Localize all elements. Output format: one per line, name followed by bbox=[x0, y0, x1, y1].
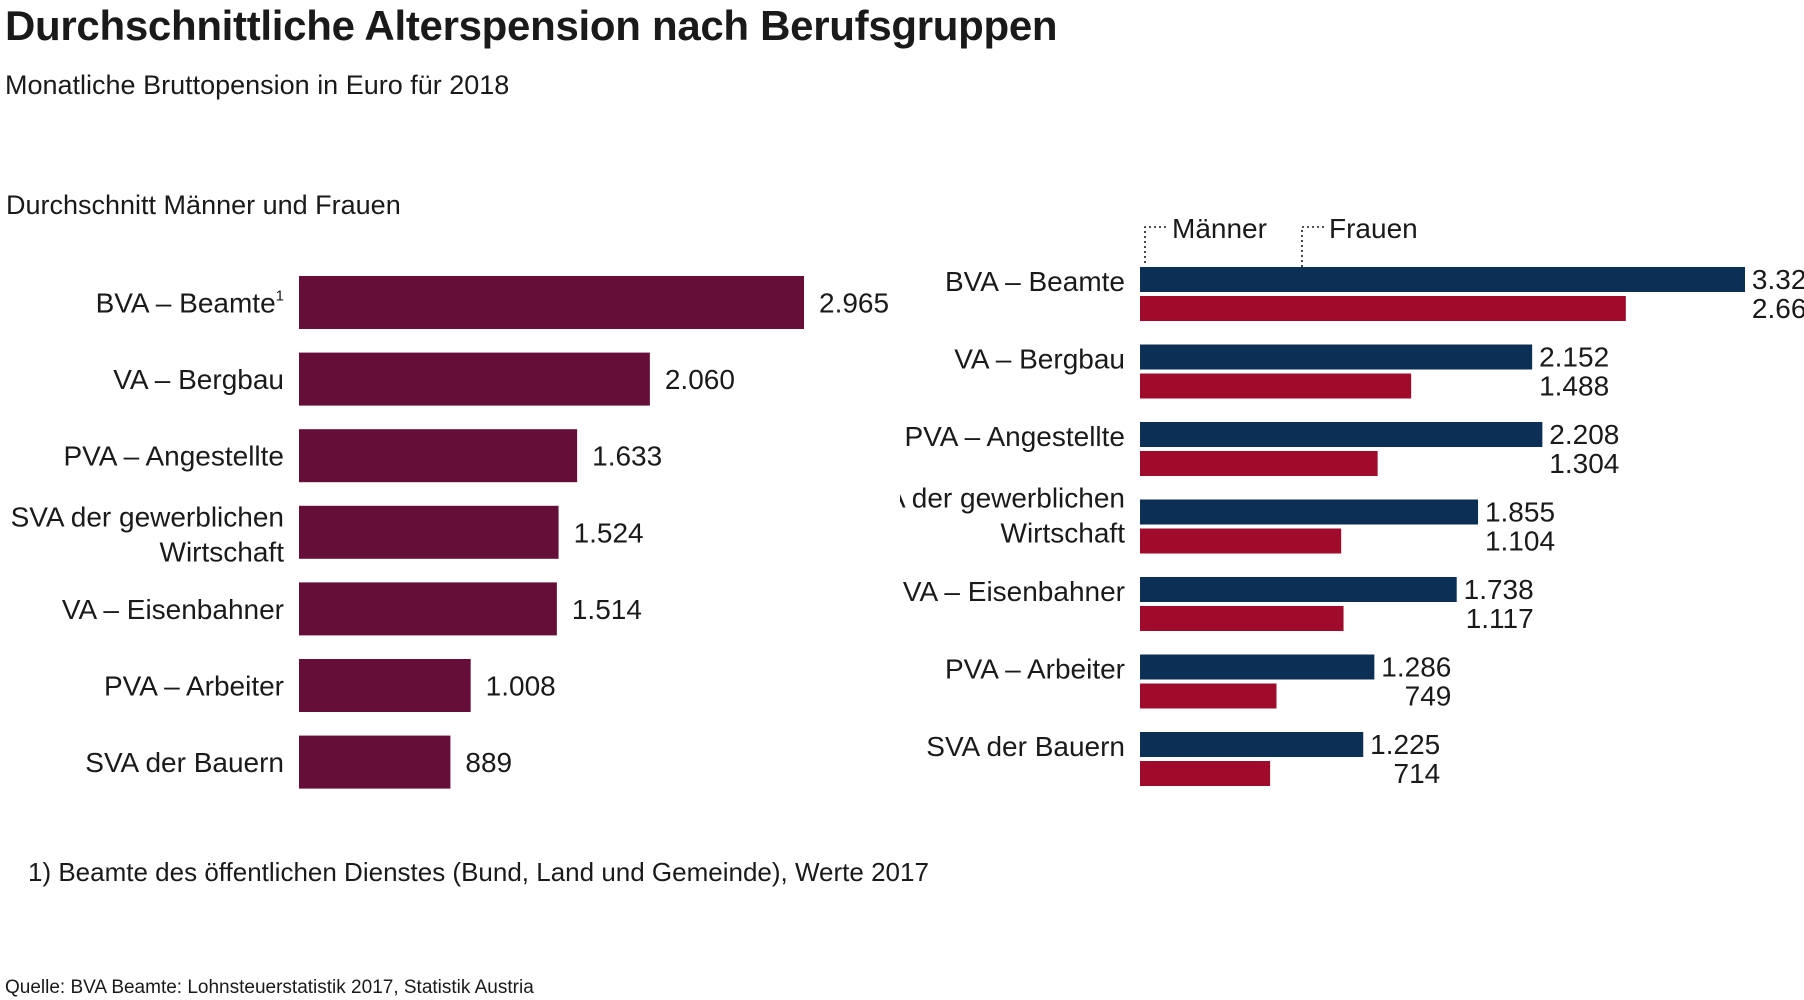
average-bar-cat-6 bbox=[299, 735, 451, 789]
average-category-label-cat-6: SVA der Bauern bbox=[85, 747, 284, 778]
average-category-label-cat-3-line2: Wirtschaft bbox=[160, 536, 285, 567]
gender-category-label-cat-1: VA – Bergbau bbox=[954, 344, 1125, 375]
men-value-label-cat-2: 2.208 bbox=[1549, 419, 1619, 450]
men-value-label-cat-0: 3.320 bbox=[1752, 264, 1804, 295]
women-bar-cat-3 bbox=[1140, 528, 1342, 554]
legend: Männer Frauen bbox=[1144, 213, 1418, 292]
average-category-label-cat-3: SVA der gewerblichen bbox=[11, 501, 284, 532]
footnote-marker: 1 bbox=[276, 288, 284, 305]
average-value-label-cat-4: 1.514 bbox=[572, 594, 642, 625]
men-bar-cat-2 bbox=[1140, 422, 1543, 447]
women-bar-cat-0 bbox=[1140, 296, 1626, 321]
average-category-label-cat-1: VA – Bergbau bbox=[113, 364, 284, 395]
women-value-label-cat-0: 2.666 bbox=[1752, 293, 1804, 324]
gender-category-label-cat-0: BVA – Beamte bbox=[945, 266, 1125, 297]
average-bar-cat-1 bbox=[299, 352, 650, 406]
average-category-label-cat-0: BVA – Beamte1 bbox=[96, 288, 284, 319]
average-bar-cat-3 bbox=[299, 505, 559, 559]
average-bar-cat-5 bbox=[299, 659, 471, 712]
legend-pointer-0 bbox=[1144, 226, 1167, 263]
men-bar-cat-3 bbox=[1140, 499, 1479, 525]
women-bar-cat-4 bbox=[1140, 606, 1344, 631]
average-bar-cat-0 bbox=[299, 276, 804, 329]
men-bar-cat-6 bbox=[1140, 732, 1364, 757]
average-value-label-cat-6: 889 bbox=[465, 747, 512, 778]
women-value-label-cat-3: 1.104 bbox=[1485, 526, 1555, 557]
gender-category-label-cat-3: SVA der gewerblichen bbox=[900, 483, 1125, 514]
gender-category-label-cat-4: VA – Eisenbahner bbox=[903, 576, 1125, 607]
average-value-label-cat-2: 1.633 bbox=[592, 441, 662, 472]
men-value-label-cat-5: 1.286 bbox=[1381, 652, 1451, 683]
women-value-label-cat-6: 714 bbox=[1394, 758, 1441, 789]
legend-label-1: Frauen bbox=[1329, 213, 1418, 244]
average-value-label-cat-1: 2.060 bbox=[665, 364, 735, 395]
gender-category-label-cat-2: PVA – Angestellte bbox=[904, 421, 1125, 452]
source-note: Quelle: BVA Beamte: Lohnsteuerstatistik … bbox=[5, 977, 534, 998]
women-value-label-cat-5: 749 bbox=[1405, 681, 1452, 712]
average-category-label-cat-4: VA – Eisenbahner bbox=[62, 594, 284, 625]
average-value-label-cat-3: 1.524 bbox=[574, 517, 644, 548]
average-value-label-cat-0: 2.965 bbox=[819, 288, 889, 319]
chart-title: Durchschnittliche Alterspension nach Ber… bbox=[5, 2, 1058, 49]
gender-category-label-cat-3-line2: Wirtschaft bbox=[1001, 518, 1126, 549]
men-value-label-cat-6: 1.225 bbox=[1370, 729, 1440, 760]
men-bar-cat-0 bbox=[1140, 267, 1745, 292]
average-bar-chart: 2.965 BVA – Beamte1 2.060 VA – Bergbau 1.633… bbox=[11, 276, 889, 789]
women-bar-cat-5 bbox=[1140, 683, 1277, 709]
men-value-label-cat-1: 2.152 bbox=[1539, 342, 1609, 373]
average-bar-cat-2 bbox=[299, 429, 578, 483]
women-value-label-cat-1: 1.488 bbox=[1539, 371, 1609, 402]
men-value-label-cat-3: 1.855 bbox=[1485, 497, 1555, 528]
average-category-label-cat-5: PVA – Arbeiter bbox=[104, 671, 284, 702]
gender-category-label-cat-6: SVA der Bauern bbox=[926, 731, 1125, 762]
footnote: 1) Beamte des öffentlichen Dienstes (Bun… bbox=[28, 857, 929, 887]
average-bar-cat-4 bbox=[299, 582, 557, 636]
women-value-label-cat-4: 1.117 bbox=[1466, 603, 1534, 634]
average-category-label-cat-2: PVA – Angestellte bbox=[63, 441, 284, 472]
women-value-label-cat-2: 1.304 bbox=[1549, 448, 1619, 479]
women-bar-cat-6 bbox=[1140, 761, 1271, 786]
left-chart-title: Durchschnitt Männer und Frauen bbox=[6, 190, 401, 220]
men-value-label-cat-4: 1.738 bbox=[1464, 574, 1534, 605]
men-bar-cat-5 bbox=[1140, 654, 1375, 680]
men-bar-cat-1 bbox=[1140, 344, 1533, 370]
gender-category-label-cat-5: PVA – Arbeiter bbox=[945, 654, 1125, 685]
women-bar-cat-1 bbox=[1140, 373, 1412, 399]
average-value-label-cat-5: 1.008 bbox=[486, 671, 556, 702]
men-bar-cat-4 bbox=[1140, 577, 1457, 602]
legend-label-0: Männer bbox=[1172, 213, 1267, 244]
women-bar-cat-2 bbox=[1140, 451, 1378, 476]
chart-subtitle: Monatliche Bruttopension in Euro für 201… bbox=[5, 70, 510, 100]
